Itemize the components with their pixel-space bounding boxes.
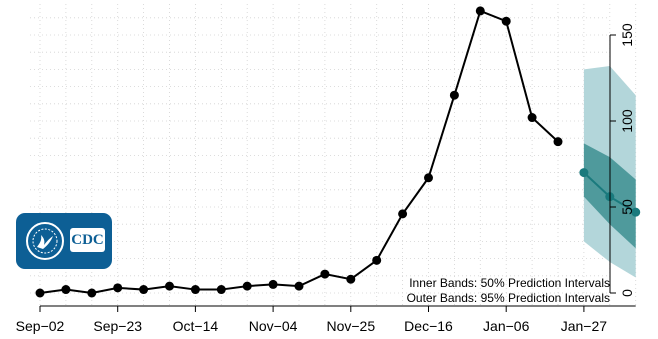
series-lines (39, 9, 637, 295)
x-tick-label: Dec−16 (404, 318, 453, 334)
observed-point (346, 274, 356, 284)
axes (39, 34, 636, 312)
cdc-logo-text: CDC (71, 232, 104, 248)
observed-point (35, 288, 45, 298)
y-tick-labels: 0 50 100 150 (619, 23, 635, 297)
hhs-seal-icon (26, 222, 64, 260)
observed-point (501, 16, 511, 26)
observed-line (39, 9, 559, 295)
observed-point (165, 281, 174, 291)
x-tick-label: Nov−25 (326, 318, 375, 334)
y-tick-label: 100 (619, 109, 635, 133)
observed-point (216, 285, 226, 295)
x-tick-labels: Sep−02 Sep−23 Oct−14 Nov−04 Nov−25 Dec−16 Jan−… (16, 318, 608, 334)
forecast-point (579, 168, 589, 178)
annotation-inner-bands: Inner Bands: 50% Prediction Intervals (409, 276, 610, 290)
x-tick-label: Jan−06 (483, 318, 530, 334)
forecast-point (631, 207, 641, 217)
data-points (35, 6, 641, 298)
x-tick-label: Jan−27 (561, 318, 608, 334)
observed-point (190, 285, 200, 295)
x-tick-label: Oct−14 (173, 318, 219, 334)
observed-point (242, 281, 252, 291)
observed-point (475, 6, 485, 16)
observed-point (553, 137, 563, 147)
observed-point (449, 90, 459, 100)
observed-point (294, 281, 304, 291)
observed-point (61, 285, 71, 295)
y-tick-label: 50 (619, 199, 635, 215)
annotation-outer-bands: Outer Bands: 95% Prediction Intervals (407, 291, 610, 305)
x-tick-label: Sep−02 (16, 318, 65, 334)
x-tick-label: Sep−23 (93, 318, 142, 334)
cdc-logo: CDC (16, 213, 112, 269)
observed-point (372, 255, 382, 265)
observed-point (139, 285, 149, 295)
observed-point (268, 279, 278, 289)
observed-point (398, 209, 408, 219)
x-tick-label: Nov−04 (249, 318, 298, 334)
cdc-wordmark: CDC (70, 228, 105, 252)
y-tick-label: 0 (619, 289, 635, 297)
grid-lines (30, 4, 637, 306)
observed-point (113, 283, 123, 293)
observed-point (87, 288, 97, 298)
observed-point (320, 269, 330, 279)
observed-point (527, 113, 537, 123)
observed-point (424, 173, 433, 183)
y-tick-label: 150 (619, 23, 635, 47)
